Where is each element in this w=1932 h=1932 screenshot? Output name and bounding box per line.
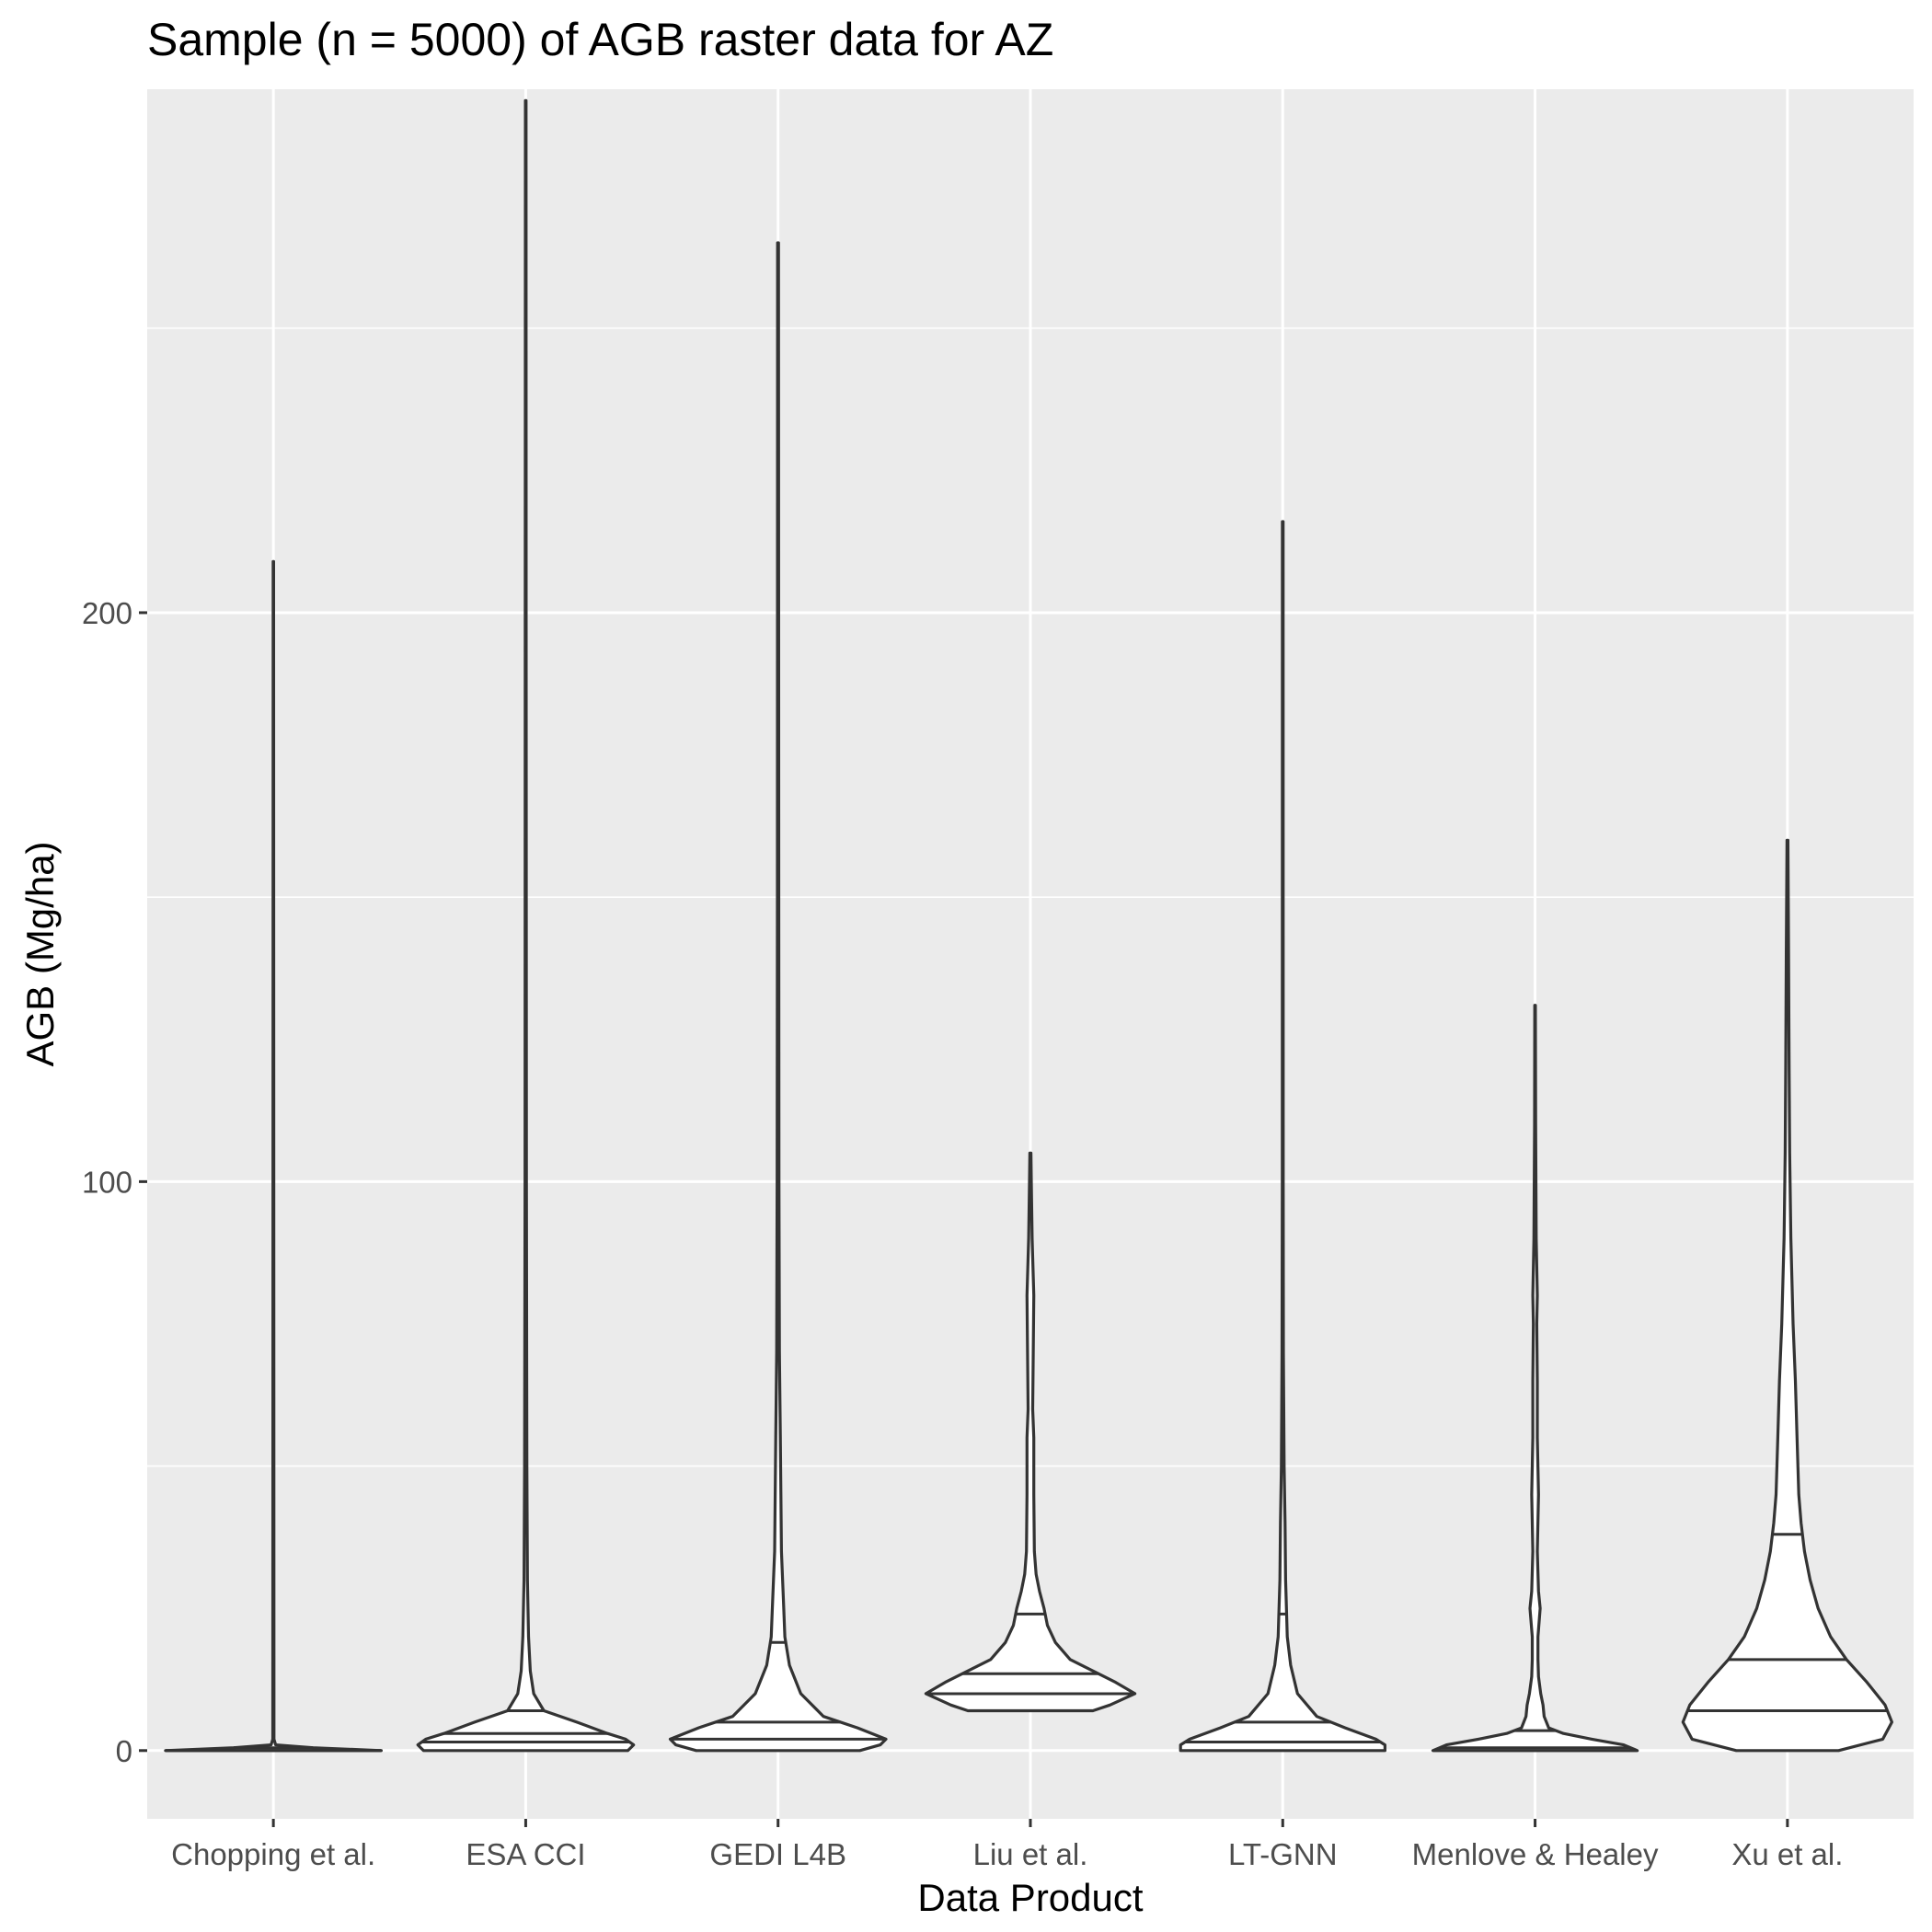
x-axis-title: Data Product: [917, 1876, 1143, 1919]
violin-shape: [1431, 1004, 1639, 1753]
x-tick-label: GEDI L4B: [709, 1837, 846, 1871]
violin-shape: [924, 1151, 1137, 1713]
x-tick-label: Liu et al.: [973, 1837, 1088, 1871]
violin-shape: [668, 241, 888, 1753]
y-tick-label: 100: [82, 1165, 132, 1199]
violin-shape: [416, 98, 636, 1753]
axes: 0 100 200 Chopping et al. ESA CCI GEDI L4B Liu…: [82, 596, 1843, 1871]
x-tick-label: Xu et al.: [1731, 1837, 1843, 1871]
y-tick-label: 200: [82, 596, 132, 630]
chart-title: Sample (n = 5000) of AGB raster data for…: [147, 14, 1053, 65]
y-tick-label: 0: [116, 1734, 132, 1768]
violin-shape: [1179, 520, 1386, 1753]
x-tick-label: LT-GNN: [1228, 1837, 1338, 1871]
x-tick-label: Menlove & Healey: [1412, 1837, 1659, 1871]
violins: [164, 98, 1893, 1753]
x-tick-label: Chopping et al.: [171, 1837, 375, 1871]
violin-shape: [164, 559, 383, 1753]
violin-shape: [1681, 838, 1893, 1753]
x-tick-label: ESA CCI: [466, 1837, 585, 1871]
y-axis-title: AGB (Mg/ha): [18, 841, 62, 1066]
